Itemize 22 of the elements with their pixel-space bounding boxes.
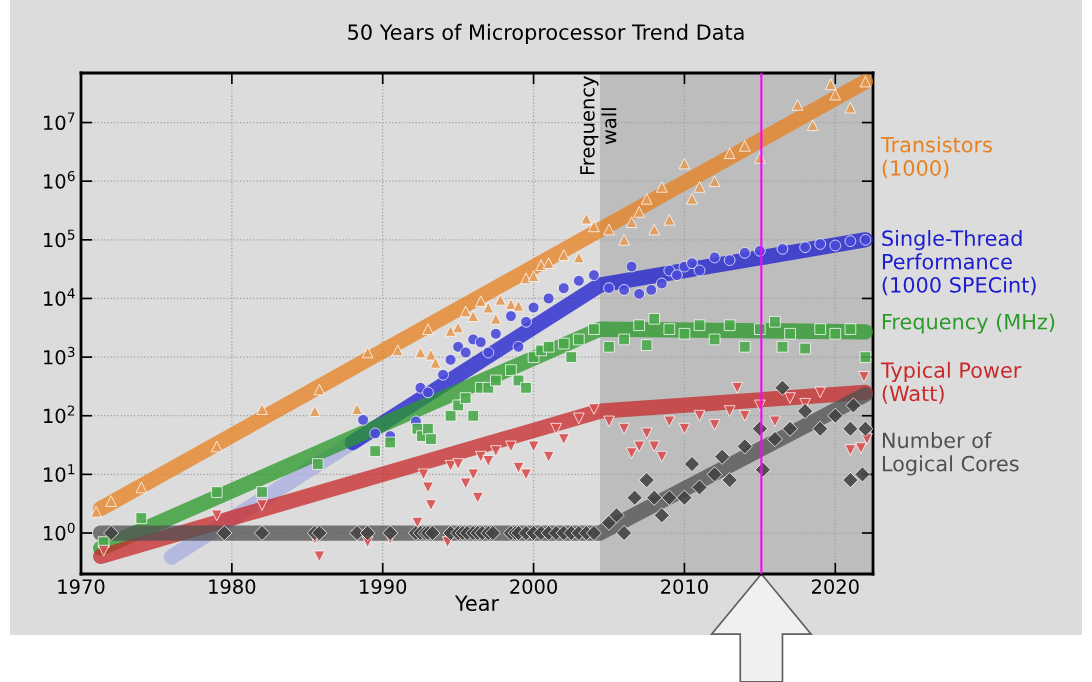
series-label: Frequency (MHz): [882, 313, 1055, 334]
series-label: Number of Logical Cores: [882, 432, 1019, 476]
y-tick-label: 10$^{5}$: [44, 229, 75, 248]
x-tick-label: 2010: [661, 579, 708, 594]
y-tick-label: 10$^{1}$: [44, 464, 75, 482]
series-label: Single-Thread Performance (1000 SPECint): [882, 229, 1036, 296]
x-tick-label: 1970: [58, 579, 105, 594]
y-tick-label: 10$^{7}$: [44, 112, 75, 131]
x-tick-label: 1980: [209, 579, 256, 594]
x-axis-title: Year: [454, 595, 500, 612]
y-tick-label: 10$^{3}$: [44, 346, 75, 365]
x-tick-label: 2020: [811, 579, 859, 594]
text: Transistors (1000): [880, 136, 992, 179]
band-label: Frequency wall: [580, 76, 617, 175]
y-tick-label: 10$^{2}$: [44, 405, 75, 424]
y-tick-label: 10$^{4}$: [44, 288, 75, 306]
y-tick-label: 10$^{0}$: [44, 522, 75, 541]
chart-title: 50 Years of Microprocessor Trend Data: [348, 23, 744, 45]
x-tick-label: 2000: [510, 579, 558, 594]
x-tick-label: 1990: [360, 579, 407, 594]
y-tick-label: 10$^{6}$: [44, 170, 75, 189]
series-label: Typical Power (Watt): [880, 361, 1022, 404]
